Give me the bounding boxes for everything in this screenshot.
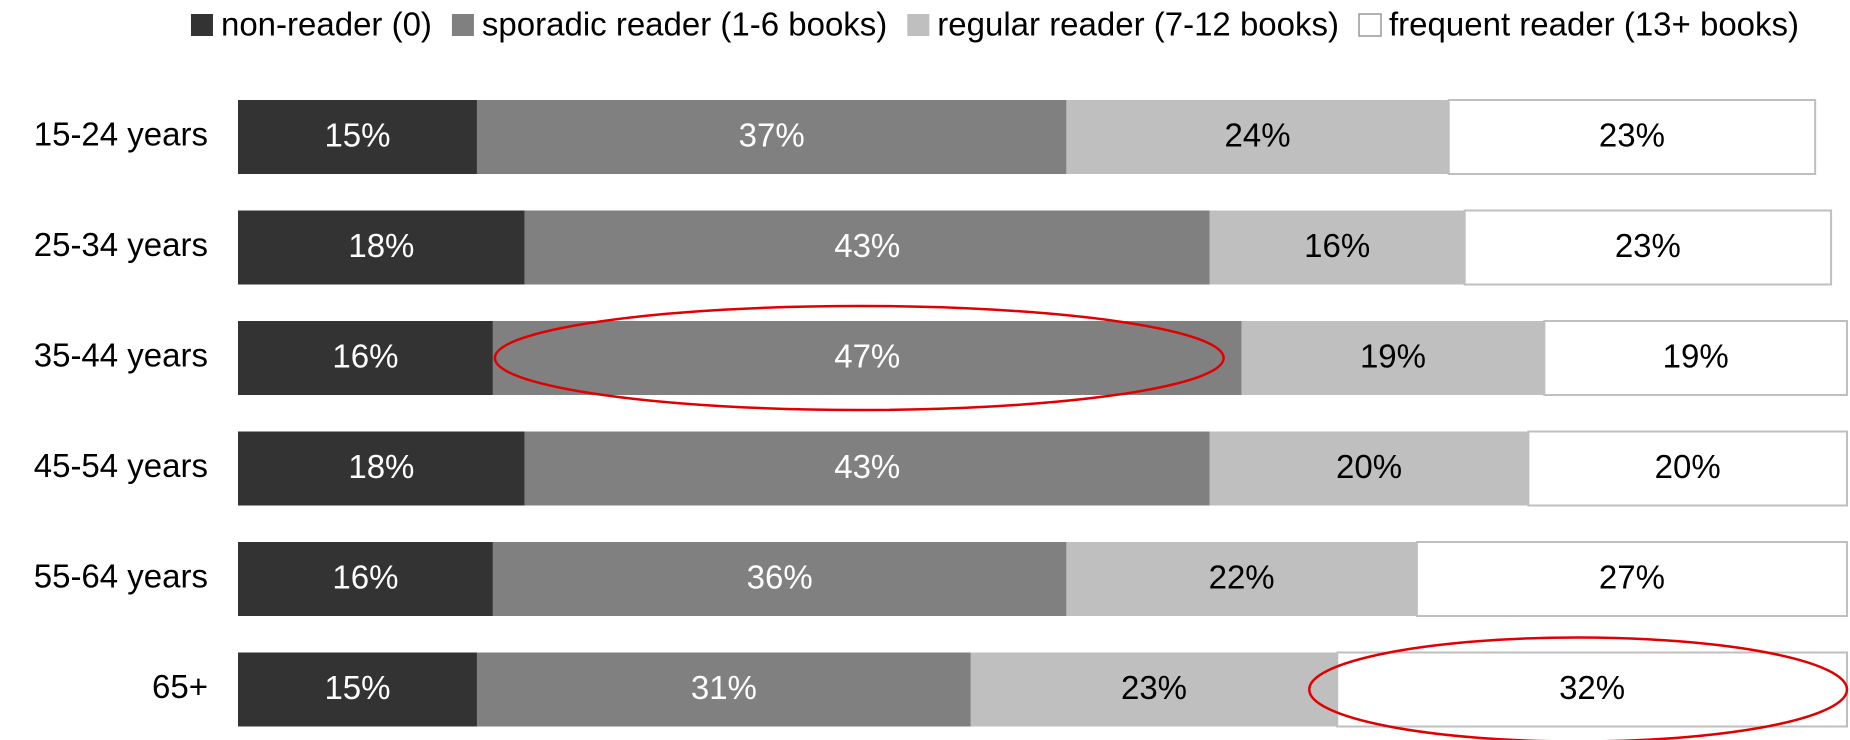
bar-segment — [1209, 431, 1529, 506]
legend-label: sporadic reader (1-6 books) — [482, 6, 887, 43]
bar-segment — [238, 652, 477, 727]
bar-segment — [1463, 209, 1833, 286]
bar-segment — [1066, 100, 1449, 174]
bar-segment — [1543, 320, 1848, 396]
bar-segment — [238, 321, 493, 395]
data-label: 16% — [332, 338, 398, 375]
bar-segment — [476, 100, 1067, 174]
bar-segment — [238, 100, 477, 174]
bar-segment — [492, 542, 1067, 616]
y-tick-label: 55-64 years — [34, 558, 208, 595]
data-label: 16% — [1304, 227, 1370, 264]
bar-segment — [1336, 651, 1848, 728]
highlight-ellipse — [1308, 636, 1849, 740]
y-tick-label: 15-24 years — [34, 116, 208, 153]
bar-segment — [524, 431, 1210, 506]
y-tick-label: 25-34 years — [34, 226, 208, 263]
bar-segment — [492, 321, 1242, 395]
legend-swatch — [907, 14, 930, 36]
bar-segment — [1241, 321, 1545, 395]
bar-segment — [238, 210, 525, 285]
y-tick-label: 45-54 years — [34, 447, 208, 484]
data-label: 18% — [348, 448, 414, 485]
legend-swatch — [1358, 13, 1382, 37]
bar-segment — [1527, 430, 1848, 507]
data-label: 23% — [1121, 669, 1187, 706]
data-label: 31% — [691, 669, 757, 706]
legend-label: non-reader (0) — [221, 6, 432, 43]
data-label: 37% — [739, 117, 805, 154]
data-label: 24% — [1225, 117, 1291, 154]
legend-label: regular reader (7-12 books) — [937, 6, 1339, 43]
data-label: 43% — [834, 448, 900, 485]
bar-segment — [1415, 541, 1849, 617]
bar-segment — [1209, 210, 1465, 285]
legend-swatch — [190, 14, 213, 36]
data-label: 43% — [834, 227, 900, 264]
legend-swatch — [451, 14, 474, 36]
data-label: 19% — [1663, 338, 1729, 375]
data-label: 15% — [324, 117, 390, 154]
data-label: 18% — [348, 227, 414, 264]
data-label: 20% — [1655, 448, 1721, 485]
bar-segment — [238, 431, 525, 506]
data-label: 36% — [747, 559, 813, 596]
data-label: 15% — [324, 669, 390, 706]
data-label: 16% — [332, 559, 398, 596]
data-label: 32% — [1559, 669, 1625, 706]
bar-segment — [1066, 542, 1417, 616]
data-label: 47% — [834, 338, 900, 375]
bar-segment — [524, 210, 1210, 285]
data-label: 27% — [1599, 559, 1665, 596]
data-label: 19% — [1360, 338, 1426, 375]
bar-segment — [476, 652, 971, 727]
bar-segment — [970, 652, 1338, 727]
y-tick-label: 35-44 years — [34, 337, 208, 374]
bar-segment — [1447, 99, 1817, 175]
legend-label: frequent reader (13+ books) — [1389, 6, 1799, 43]
data-label: 23% — [1615, 227, 1681, 264]
data-label: 23% — [1599, 117, 1665, 154]
y-tick-label: 65+ — [152, 668, 208, 705]
bar-segment — [238, 542, 493, 616]
data-label: 22% — [1209, 559, 1275, 596]
highlight-ellipse — [493, 304, 1225, 412]
data-label: 20% — [1336, 448, 1402, 485]
